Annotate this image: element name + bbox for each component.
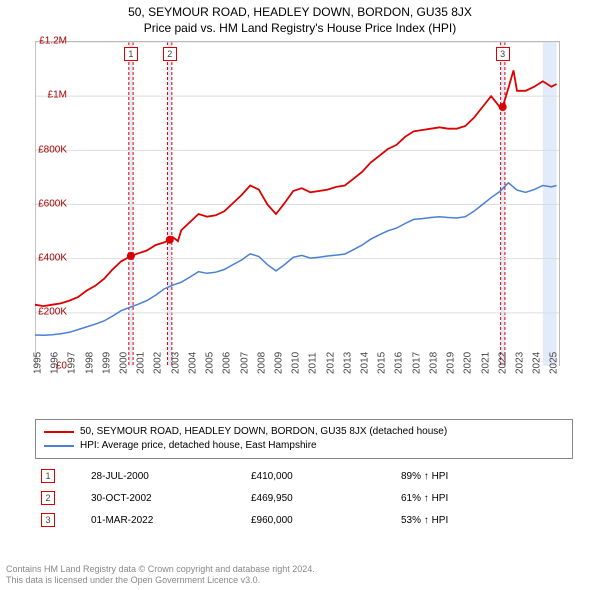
sale-price: £410,000 [245,465,395,487]
legend-swatch-blue [44,445,74,447]
title-line-1: 50, SEYMOUR ROAD, HEADLEY DOWN, BORDON, … [0,5,600,21]
x-tick-label: 2018 [428,352,439,374]
table-row: 3 01-MAR-2022£960,00053% ↑ HPI [35,509,573,531]
x-tick-label: 2012 [325,352,336,374]
x-tick-label: 2023 [514,352,525,374]
sale-pct: 89% ↑ HPI [395,465,573,487]
x-tick-label: 2009 [273,352,284,374]
y-tick-label: £400K [38,252,67,263]
x-tick-label: 1995 [33,352,44,374]
footer-note: Contains HM Land Registry data © Crown c… [6,564,315,586]
x-tick-label: 2024 [532,352,543,374]
x-tick-label: 2003 [170,352,181,374]
sales-table: 1 28-JUL-2000£410,00089% ↑ HPI 2 30-OCT-200… [35,465,573,531]
legend-row-blue: HPI: Average price, detached house, East… [44,439,564,453]
x-tick-label: 2025 [549,352,560,374]
sale-price: £469,950 [245,487,395,509]
sale-pct: 53% ↑ HPI [395,509,573,531]
legend-row-red: 50, SEYMOUR ROAD, HEADLEY DOWN, BORDON, … [44,425,564,439]
sale-marker-box: 1 [124,47,138,61]
sale-date: 01-MAR-2022 [85,509,245,531]
x-tick-label: 1998 [84,352,95,374]
title-line-2: Price paid vs. HM Land Registry's House … [0,21,600,37]
chart-area: £0£200K£400K£600K£800K£1M£1.2M 199519961… [35,41,595,411]
sale-price: £960,000 [245,509,395,531]
x-tick-label: 2010 [291,352,302,374]
footer-line-2: This data is licensed under the Open Gov… [6,575,315,586]
x-tick-label: 2019 [446,352,457,374]
sale-marker-box: 3 [496,47,510,61]
x-tick-label: 2011 [308,353,319,375]
x-tick-label: 2008 [256,352,267,374]
table-row: 1 28-JUL-2000£410,00089% ↑ HPI [35,465,573,487]
x-tick-label: 2007 [239,352,250,374]
x-tick-label: 2000 [119,352,130,374]
x-tick-label: 2015 [377,352,388,374]
sale-date: 30-OCT-2002 [85,487,245,509]
sale-marker-box: 3 [41,513,55,527]
plot-svg [35,41,560,366]
x-tick-label: 1999 [101,352,112,374]
x-tick-label: 2021 [480,352,491,374]
footer-line-1: Contains HM Land Registry data © Crown c… [6,564,315,575]
legend-swatch-red [44,431,74,433]
x-tick-label: 2016 [394,352,405,374]
x-tick-label: 2001 [136,352,147,374]
sale-marker-box: 2 [41,491,55,505]
x-tick-label: 2005 [205,352,216,374]
x-tick-label: 2014 [360,352,371,374]
chart-title: 50, SEYMOUR ROAD, HEADLEY DOWN, BORDON, … [0,0,600,36]
y-tick-label: £1M [48,90,67,101]
x-tick-label: 2006 [222,352,233,374]
y-tick-label: £200K [38,307,67,318]
x-tick-label: 2013 [342,352,353,374]
y-tick-label: £600K [38,198,67,209]
x-tick-label: 1997 [67,352,78,374]
x-tick-label: 2004 [187,352,198,374]
x-tick-label: 2002 [153,352,164,374]
table-row: 2 30-OCT-2002£469,95061% ↑ HPI [35,487,573,509]
x-tick-label: 2022 [497,352,508,374]
sale-date: 28-JUL-2000 [85,465,245,487]
sale-marker-box: 2 [163,47,177,61]
y-tick-label: £1.2M [39,36,67,47]
sale-pct: 61% ↑ HPI [395,487,573,509]
legend-label-blue: HPI: Average price, detached house, East… [80,439,317,453]
x-tick-label: 1996 [50,352,61,374]
sale-marker-box: 1 [41,469,55,483]
y-tick-label: £800K [38,144,67,155]
legend-box: 50, SEYMOUR ROAD, HEADLEY DOWN, BORDON, … [35,419,573,459]
x-tick-label: 2017 [411,352,422,374]
chart-container: 50, SEYMOUR ROAD, HEADLEY DOWN, BORDON, … [0,0,600,590]
x-tick-label: 2020 [463,352,474,374]
legend-label-red: 50, SEYMOUR ROAD, HEADLEY DOWN, BORDON, … [80,425,447,439]
